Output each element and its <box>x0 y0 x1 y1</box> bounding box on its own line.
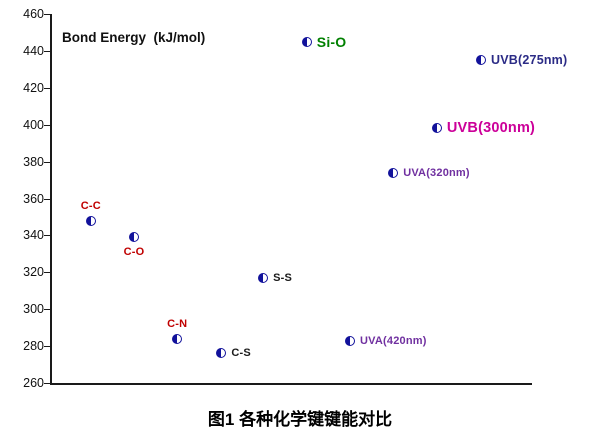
y-tick-label: 300 <box>23 302 44 317</box>
data-point-marker <box>85 215 96 226</box>
data-point-label: UVB(300nm) <box>446 120 536 137</box>
data-point-label: C-C <box>80 199 101 212</box>
y-tick-mark <box>44 198 50 200</box>
y-tick-label: 400 <box>23 117 44 132</box>
figure-caption: 图1 各种化学键键能对比 <box>207 410 393 429</box>
y-tick-mark <box>44 124 50 126</box>
y-tick-label: 380 <box>23 154 44 169</box>
y-tick-label: 260 <box>23 376 44 390</box>
y-tick-label: 420 <box>23 80 44 95</box>
data-point-label: UVA(320nm) <box>403 166 470 179</box>
y-tick-mark <box>44 272 50 274</box>
y-tick-label: 460 <box>23 7 44 21</box>
data-point-marker <box>431 123 442 134</box>
data-point-marker <box>129 232 139 243</box>
y-tick-mark <box>44 50 50 52</box>
y-tick-mark <box>44 383 50 384</box>
y-tick-label: 320 <box>23 265 44 280</box>
y-tick-label: 340 <box>23 228 44 243</box>
data-point-label: C-S <box>231 347 251 360</box>
plot-area <box>50 14 532 385</box>
data-point-marker <box>345 335 355 346</box>
data-point-label: C-N <box>167 317 188 330</box>
y-tick-mark <box>44 87 50 89</box>
y-tick-mark <box>44 346 50 348</box>
chart-title: Bond Energy (kJ/mol) <box>62 30 206 45</box>
y-tick-mark <box>44 14 50 15</box>
data-point-label: Si-O <box>316 33 347 50</box>
data-point-marker <box>216 348 227 359</box>
data-point-marker <box>476 55 487 66</box>
data-point-marker <box>301 36 312 47</box>
bond-energy-chart: Bond Energy (kJ/mol) 260 280 300 320 340 360 3… <box>23 7 568 390</box>
data-point-label: C-O <box>123 246 145 259</box>
y-tick-mark <box>44 309 50 311</box>
y-tick-mark <box>44 161 50 163</box>
data-point-label: UVA(420nm) <box>360 334 427 347</box>
data-point-label: S-S <box>273 271 293 284</box>
y-tick-mark <box>44 235 50 237</box>
y-tick-label: 280 <box>23 339 44 354</box>
data-point-marker <box>258 272 269 283</box>
data-point-marker <box>388 167 399 178</box>
data-point-marker <box>172 333 183 344</box>
y-tick-label: 360 <box>23 191 44 206</box>
data-point-label: UVB(275nm) <box>491 53 568 68</box>
y-tick-label: 440 <box>23 43 44 58</box>
